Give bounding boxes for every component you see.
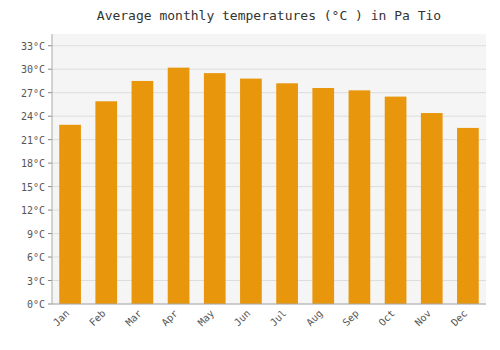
bar [132, 81, 154, 304]
bar [385, 97, 407, 304]
bar [312, 88, 334, 304]
y-axis-line [52, 34, 53, 304]
tick-mark [48, 116, 52, 117]
grid-line [52, 69, 486, 70]
x-tick-label: Mar [123, 308, 144, 329]
tick-mark [48, 210, 52, 211]
y-tick-label: 27°C [21, 88, 45, 99]
grid-line [52, 304, 486, 305]
tick-mark [48, 45, 52, 46]
bar [276, 83, 298, 304]
x-tick-label: Sep [340, 308, 361, 329]
y-tick-label: 6°C [27, 252, 45, 263]
x-tick-label: Oct [376, 308, 397, 329]
chart-title: Average monthly temperatures (°C ) in Pa… [97, 8, 441, 23]
bar [349, 90, 371, 304]
y-tick-label: 24°C [21, 111, 45, 122]
x-tick-label: Feb [87, 308, 108, 329]
chart-container: 0°C 3°C 6°C 9°C 12°C 15°C 18°C 21°C 24°C 27°C 30°C… [0, 0, 500, 350]
tick-mark [48, 233, 52, 234]
x-tick-label: Jan [51, 308, 72, 329]
y-tick-label: 15°C [21, 182, 45, 193]
chart-svg: 0°C 3°C 6°C 9°C 12°C 15°C 18°C 21°C 24°C 27°C 30°C… [0, 0, 500, 350]
tick-mark [48, 92, 52, 93]
bar [421, 113, 443, 304]
grid [52, 46, 486, 304]
y-tick-label: 18°C [21, 158, 45, 169]
y-tick-label: 12°C [21, 205, 45, 216]
y-tick-label: 3°C [27, 276, 45, 287]
bar [168, 68, 190, 304]
tick-mark [48, 69, 52, 70]
bar [95, 101, 117, 304]
y-tick-label: 33°C [21, 41, 45, 52]
x-axis-line [52, 304, 486, 305]
plot-background [52, 34, 486, 304]
grid-line [52, 92, 486, 93]
bars [59, 68, 479, 304]
x-tick-label: Dec [449, 308, 470, 329]
y-tick-label: 9°C [27, 229, 45, 240]
tick-mark [48, 304, 52, 305]
x-tick-label: Jun [232, 308, 253, 329]
x-tick-label: May [196, 308, 217, 329]
tick-mark [48, 163, 52, 164]
y-tick-label: 30°C [21, 64, 45, 75]
grid-line [52, 45, 486, 46]
y-tick-label: 21°C [21, 135, 45, 146]
x-tick-label: Apr [159, 308, 180, 329]
bar [59, 125, 81, 304]
tick-mark [48, 186, 52, 187]
bar [240, 79, 262, 304]
bar [204, 73, 226, 304]
tick-mark [48, 139, 52, 140]
tick-mark [48, 257, 52, 258]
tick-mark [48, 280, 52, 281]
x-tick-label: Aug [304, 308, 325, 329]
bar [457, 128, 479, 304]
x-tick-label: Jul [268, 308, 289, 329]
x-tick-label: Nov [413, 308, 434, 329]
y-tick-label: 0°C [27, 299, 45, 310]
